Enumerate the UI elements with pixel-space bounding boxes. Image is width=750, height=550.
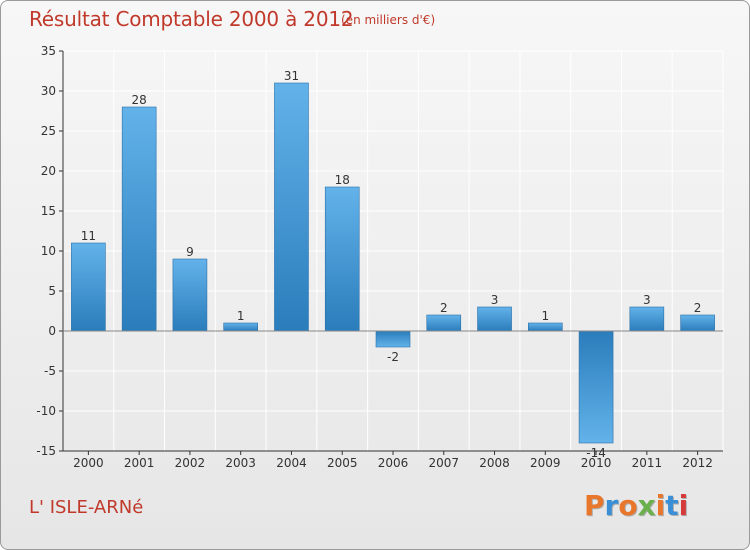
x-tick-label: 2011 bbox=[632, 456, 663, 470]
bar bbox=[172, 258, 208, 332]
data-label: 1 bbox=[237, 309, 245, 323]
data-label: 3 bbox=[643, 293, 651, 307]
data-label: 2 bbox=[440, 301, 448, 315]
x-tick-label: 2000 bbox=[73, 456, 104, 470]
data-label: 18 bbox=[335, 173, 350, 187]
logo-letter: i bbox=[678, 489, 689, 522]
bar bbox=[223, 322, 258, 332]
data-label: 1 bbox=[541, 309, 549, 323]
x-tick-label: 2004 bbox=[276, 456, 307, 470]
x-tick-label: 2008 bbox=[479, 456, 510, 470]
bar bbox=[680, 314, 715, 332]
data-label: 28 bbox=[132, 93, 147, 107]
x-tick-label: 2007 bbox=[428, 456, 459, 470]
bar bbox=[121, 106, 157, 332]
x-tick-label: 2010 bbox=[581, 456, 612, 470]
x-tick-label: 2006 bbox=[378, 456, 409, 470]
bar bbox=[324, 186, 360, 332]
y-tick-label: -10 bbox=[36, 404, 56, 418]
y-tick-label: 15 bbox=[41, 204, 56, 218]
x-tick-label: 2002 bbox=[175, 456, 206, 470]
logo-letter: r bbox=[604, 489, 619, 522]
logo-letter: x bbox=[637, 489, 656, 522]
data-label: 2 bbox=[694, 301, 702, 315]
logo-letter: i bbox=[655, 489, 666, 522]
y-tick-label: 30 bbox=[41, 84, 56, 98]
x-tick-label: 2001 bbox=[124, 456, 155, 470]
axes: -15 -10 -5 0 5 10 15 20 25 30 35 2000 2001 2002 2003 20… bbox=[36, 44, 723, 470]
data-label: 3 bbox=[491, 293, 499, 307]
data-label: 9 bbox=[186, 245, 194, 259]
logo-letter: o bbox=[618, 489, 638, 522]
y-tick-label: 10 bbox=[41, 244, 56, 258]
data-label: -2 bbox=[387, 350, 399, 364]
chart-title: Résultat Comptable 2000 à 2012 bbox=[29, 7, 354, 31]
y-tick-label: -5 bbox=[44, 364, 56, 378]
data-label: 31 bbox=[284, 69, 299, 83]
grid-lines bbox=[62, 50, 724, 452]
bar bbox=[528, 322, 563, 332]
proxiti-logo[interactable]: Proxiti bbox=[584, 489, 688, 522]
bar bbox=[426, 314, 462, 332]
y-tick-label: 20 bbox=[41, 164, 56, 178]
logo-letter: P bbox=[584, 489, 605, 522]
y-tick-label: 25 bbox=[41, 124, 56, 138]
bar bbox=[71, 242, 106, 332]
bar bbox=[578, 330, 614, 444]
logo-letter: t bbox=[665, 489, 679, 522]
bar bbox=[477, 306, 512, 332]
bar bbox=[375, 330, 411, 348]
x-tick-label: 2012 bbox=[682, 456, 713, 470]
y-tick-label: -15 bbox=[36, 444, 56, 458]
x-tick-label: 2003 bbox=[225, 456, 256, 470]
bar bbox=[274, 82, 309, 332]
bar bbox=[629, 306, 665, 332]
bars bbox=[71, 82, 715, 444]
y-tick-label: 35 bbox=[41, 44, 56, 58]
y-tick-label: 0 bbox=[48, 324, 56, 338]
place-name: L' ISLE-ARNé bbox=[29, 497, 144, 518]
x-tick-label: 2005 bbox=[327, 456, 358, 470]
chart-subtitle: (en milliers d'€) bbox=[341, 13, 436, 27]
data-label: 11 bbox=[81, 229, 96, 243]
y-tick-label: 5 bbox=[48, 284, 56, 298]
x-tick-label: 2009 bbox=[530, 456, 561, 470]
data-label: -14 bbox=[586, 446, 606, 460]
